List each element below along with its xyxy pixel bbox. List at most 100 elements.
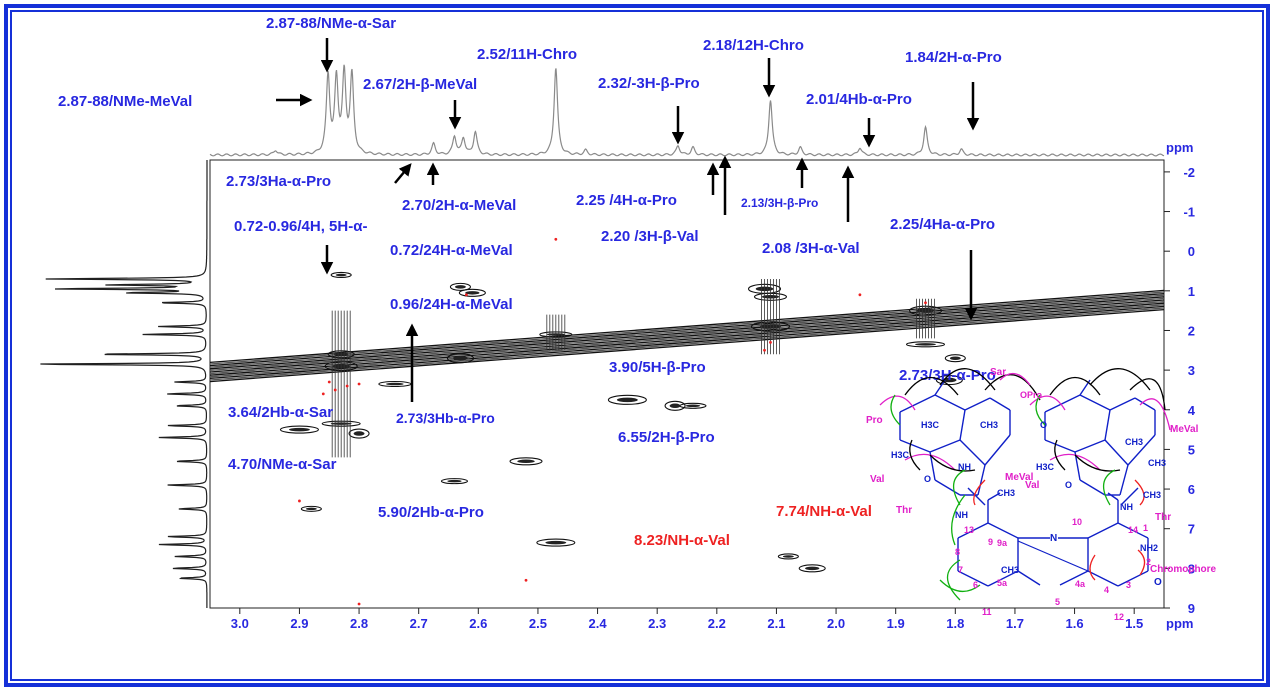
diagonal-contour (209, 302, 1165, 376)
bond (1120, 487, 1139, 506)
correlation-arc (1137, 549, 1146, 576)
structure-label: O (1154, 577, 1162, 588)
bond (934, 479, 961, 496)
correlation-arc (1074, 454, 1121, 472)
noise-dot (464, 293, 468, 297)
annotation-label: 0.96/24H-α-MeVal (390, 296, 513, 313)
bond (899, 439, 931, 453)
correlation-arc (1134, 479, 1145, 506)
structure-label: N (1050, 533, 1057, 544)
x-tick-label: 2.0 (827, 616, 845, 631)
x-tick-label: 2.1 (767, 616, 785, 631)
cross-peak-core (669, 403, 681, 409)
bond (1087, 522, 1119, 539)
structure-label: NH (958, 462, 971, 472)
bond (1044, 439, 1076, 453)
annotation-label: 2.18/12H-Chro (703, 37, 804, 54)
diagonal-contour (209, 300, 1165, 375)
structure-label: 6 (973, 580, 978, 590)
bond (959, 439, 986, 466)
bond (1079, 479, 1106, 496)
structure-label: 3 (1126, 580, 1131, 590)
bond (987, 522, 1019, 539)
structure-label: H3C (891, 450, 910, 460)
structure-label: 10 (1072, 517, 1082, 527)
noise-dots (298, 237, 927, 606)
noise-dot (357, 602, 361, 606)
annotation-label: 1.84/2H-α-Pro (905, 49, 1002, 66)
diagonal-contour (209, 292, 1165, 367)
structure-label: MeVal (1170, 424, 1199, 435)
annotation-label: 0.72-0.96/4H, 5H-α- (234, 218, 367, 235)
bond (1044, 394, 1081, 413)
cross-peak-core (465, 291, 480, 295)
correlation-arc (1129, 378, 1166, 411)
x-tick-label: 1.9 (887, 616, 905, 631)
cross-peaks (279, 271, 966, 573)
correlation-arc (973, 479, 986, 506)
noise-dot (327, 380, 331, 384)
x-tick-label: 2.6 (469, 616, 487, 631)
structure-label: 7 (958, 565, 963, 575)
diagonal-contour (209, 305, 1165, 380)
cross-peak-core (335, 273, 347, 277)
noise-dot (298, 499, 301, 503)
cross-peak-core (915, 343, 936, 346)
cross-peak-core (288, 427, 310, 432)
bond (957, 570, 989, 587)
diagonal-contour (209, 308, 1165, 383)
correlation-arc (946, 559, 961, 601)
structure-label: Val (870, 474, 885, 485)
cross-peak (798, 564, 826, 573)
bond (934, 379, 946, 396)
left-projection-trace (40, 160, 208, 608)
cross-peak-core (545, 540, 567, 545)
y-tick-label: -2 (1183, 165, 1195, 180)
correlation-arc (909, 439, 921, 471)
correlation-arc (890, 394, 901, 426)
bond (899, 394, 936, 413)
correlation-arc (1029, 395, 1066, 411)
diagonal-contour (209, 289, 1165, 364)
y-tick-label: 4 (1188, 403, 1196, 418)
correlation-arc (1035, 394, 1046, 426)
y-tick-label: 8 (1188, 561, 1195, 576)
cross-peak-core (454, 285, 466, 289)
x-axis: 3.0 2.9 2.8 2.7 2.6 2.5 2.4 2.3 2.2 2.1 2.0 1.9 1.8 1… (231, 608, 1193, 631)
cross-peak (536, 538, 576, 547)
structure-label: 9a (997, 538, 1008, 548)
x-tick-label: 1.7 (1006, 616, 1024, 631)
annotation-label: 2.01/4Hb-α-Pro (806, 91, 912, 108)
bond (929, 439, 961, 453)
structure-label: MeVal (1005, 472, 1034, 483)
structure-label: 2 (1146, 557, 1151, 567)
bond (957, 522, 989, 539)
inner-frame (10, 10, 1264, 681)
annotation-arrow (394, 163, 412, 184)
diagonal-contour (209, 299, 1165, 373)
structure-label: NH (955, 510, 968, 520)
noise-dot (345, 384, 349, 388)
cross-peak-core (353, 431, 365, 436)
structure-label: CH3 (1125, 437, 1143, 447)
x-axis-unit: ppm (1166, 616, 1193, 631)
diagonal-band (209, 289, 1165, 383)
correlation-arc (951, 494, 966, 546)
annotation-label: 2.73/3Hb-α-Pro (396, 410, 495, 426)
x-tick-label: 2.9 (290, 616, 308, 631)
correlation-arc (1103, 469, 1116, 506)
correlation-arc (1049, 377, 1101, 396)
y-tick-label: 2 (1188, 323, 1195, 338)
annotation-label: 2.87-88/NMe-MeVal (58, 93, 192, 110)
annotation-arrows (276, 38, 980, 402)
bond (989, 397, 1011, 411)
bond (1117, 570, 1149, 587)
annotation-label: 3.90/5H-β-Pro (609, 359, 706, 376)
structure-label: NH (1120, 502, 1133, 512)
y-tick-label: 1 (1188, 284, 1195, 299)
bond (959, 409, 966, 441)
cross-peak (458, 288, 486, 297)
structure-label: 1 (1143, 523, 1148, 533)
structure-label: Sar (990, 367, 1006, 378)
